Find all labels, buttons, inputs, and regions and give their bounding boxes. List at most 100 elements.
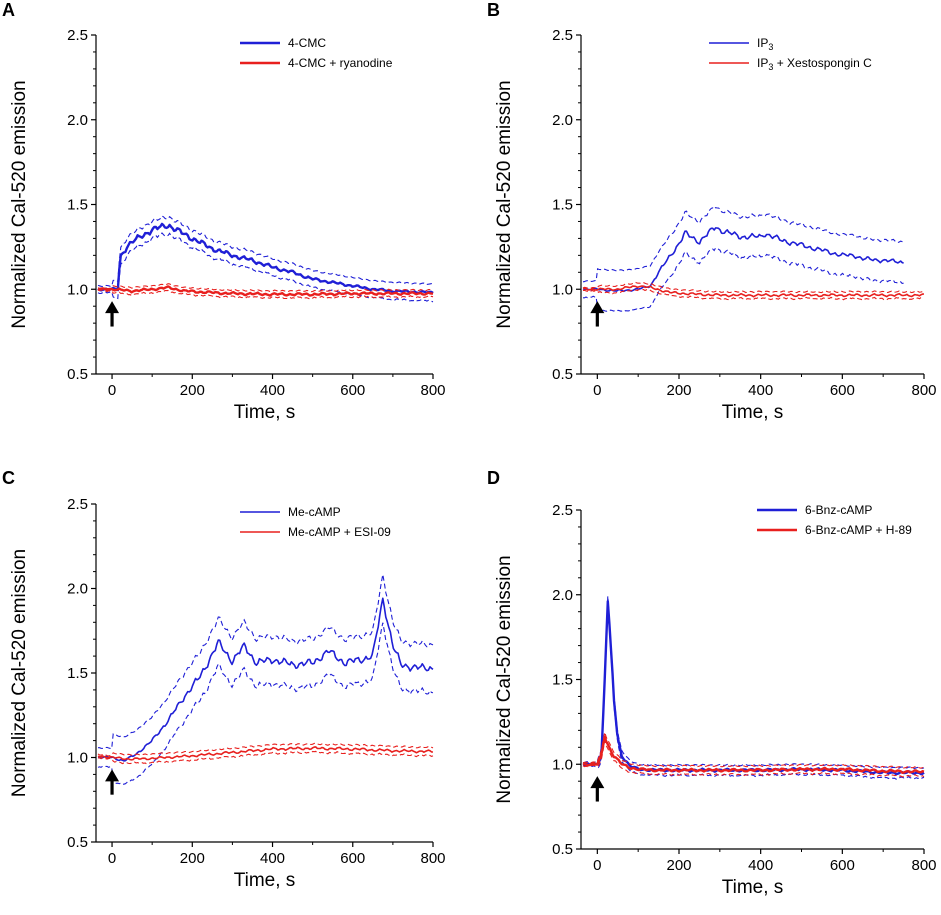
x-tick-label: 0 xyxy=(108,850,116,867)
x-tick-label: 200 xyxy=(180,850,205,867)
y-tick-label: 1.5 xyxy=(67,665,88,682)
x-tick-label: 600 xyxy=(340,382,365,399)
y-tick-label: 1.5 xyxy=(552,197,573,214)
series-lower-band xyxy=(582,740,925,778)
panel-a: A 0.5 1.0 1.5 2.0 2.5 0 200 400 600 800 Time, s Norm… xyxy=(2,0,446,423)
series-upper-band xyxy=(97,742,434,757)
series-line xyxy=(97,285,434,297)
y-axis-title: Normalized Cal-520 emission xyxy=(494,80,515,328)
series-control xyxy=(97,215,434,303)
series-control xyxy=(97,574,434,785)
series-upper-band xyxy=(582,595,925,769)
stimulus-arrow-head xyxy=(105,769,120,782)
x-tick-label: 200 xyxy=(180,382,205,399)
x-axis-title: Time, s xyxy=(234,402,296,423)
series-lower-band xyxy=(583,247,904,313)
x-tick-label: 400 xyxy=(260,382,285,399)
y-axis-title: Normalized Cal-520 emission xyxy=(9,549,30,797)
stimulus-arrow-head xyxy=(590,301,605,314)
x-tick-label: 600 xyxy=(830,857,855,874)
series-line xyxy=(582,285,925,298)
series-lower-band xyxy=(97,622,434,785)
panel-c: C 0.5 1.0 1.5 2.0 2.5 0 200 400 600 800 Time, s Norm… xyxy=(2,468,446,891)
legend-label: 6-Bnz-cAMP xyxy=(805,503,872,517)
x-tick-label: 0 xyxy=(593,382,601,399)
series-line xyxy=(97,222,434,295)
series-line xyxy=(582,735,925,774)
x-tick-label: 400 xyxy=(260,850,285,867)
series-inhibited xyxy=(582,281,925,301)
legend-label: Me-cAMP + ESI-09 xyxy=(288,525,391,539)
x-tick-label: 400 xyxy=(748,857,773,874)
y-tick-label: 1.0 xyxy=(67,281,88,298)
series-lower-band xyxy=(98,750,434,765)
y-tick-label: 2.5 xyxy=(67,27,88,44)
series-upper-band xyxy=(97,215,434,288)
x-axis-title: Time, s xyxy=(722,402,784,423)
panel-letter: D xyxy=(487,468,500,488)
series-inhibited xyxy=(97,742,434,765)
panel-letter: C xyxy=(2,468,15,488)
panel-letter: B xyxy=(487,0,500,20)
y-tick-label: 1.5 xyxy=(67,197,88,214)
series-upper-band xyxy=(98,574,434,750)
y-tick-label: 1.5 xyxy=(552,672,573,689)
x-tick-label: 0 xyxy=(593,857,601,874)
series-lower-band xyxy=(582,605,925,780)
series-upper-band xyxy=(582,732,925,769)
legend-label: 4-CMC + ryanodine xyxy=(288,56,393,70)
legend-label: IP3 xyxy=(757,36,773,52)
series-line xyxy=(97,597,434,762)
y-tick-label: 2.5 xyxy=(552,27,573,44)
y-tick-label: 1.0 xyxy=(552,756,573,773)
series-line xyxy=(97,746,434,761)
y-axis-title: Normalized Cal-520 emission xyxy=(9,80,30,328)
y-tick-label: 1.0 xyxy=(552,281,573,298)
y-axis-title: Normalized Cal-520 emission xyxy=(494,555,515,803)
x-axis-title: Time, s xyxy=(722,877,784,898)
x-tick-label: 800 xyxy=(420,382,445,399)
legend-label: Me-cAMP xyxy=(288,505,341,519)
y-tick-label: 2.0 xyxy=(67,112,88,129)
x-tick-label: 800 xyxy=(911,382,936,399)
y-tick-label: 2.0 xyxy=(67,581,88,598)
legend-label: 4-CMC xyxy=(288,36,326,50)
panel-letter: A xyxy=(2,0,15,20)
x-axis-title: Time, s xyxy=(234,870,296,891)
series-upper-band xyxy=(97,283,434,293)
y-tick-label: 2.0 xyxy=(552,112,573,129)
panel-d: D 0.5 1.0 1.5 2.0 2.5 0 200 400 600 800 Time, s Norm… xyxy=(487,468,937,898)
series-line xyxy=(582,227,904,293)
stimulus-arrow-head xyxy=(105,301,120,314)
y-tick-label: 2.0 xyxy=(552,587,573,604)
x-tick-label: 800 xyxy=(420,850,445,867)
y-tick-label: 0.5 xyxy=(552,366,573,383)
series-inhibited xyxy=(582,732,925,778)
series-lower-band xyxy=(582,288,925,301)
y-tick-label: 0.5 xyxy=(67,834,88,851)
y-tick-label: 0.5 xyxy=(67,366,88,383)
x-tick-label: 600 xyxy=(830,382,855,399)
x-tick-label: 400 xyxy=(748,382,773,399)
x-tick-label: 800 xyxy=(911,857,936,874)
series-inhibited xyxy=(97,283,434,300)
series-control xyxy=(582,206,904,313)
legend-label: 6-Bnz-cAMP + H-89 xyxy=(805,523,912,537)
x-tick-label: 200 xyxy=(666,857,691,874)
y-tick-label: 2.5 xyxy=(67,496,88,513)
stimulus-arrow-head xyxy=(590,776,605,789)
y-tick-label: 2.5 xyxy=(552,502,573,519)
y-tick-label: 0.5 xyxy=(552,841,573,858)
series-upper-band xyxy=(582,206,904,283)
series-control xyxy=(582,595,925,780)
x-tick-label: 200 xyxy=(666,382,691,399)
series-lower-band xyxy=(97,232,434,303)
y-tick-label: 1.0 xyxy=(67,750,88,767)
x-tick-label: 600 xyxy=(340,850,365,867)
x-tick-label: 0 xyxy=(108,382,116,399)
panel-b: B 0.5 1.0 1.5 2.0 2.5 0 200 400 600 800 Time, s Norm… xyxy=(487,0,937,423)
legend-label: IP3 + Xestospongin C xyxy=(757,56,872,72)
series-line xyxy=(582,600,925,776)
series-upper-band xyxy=(582,281,925,294)
